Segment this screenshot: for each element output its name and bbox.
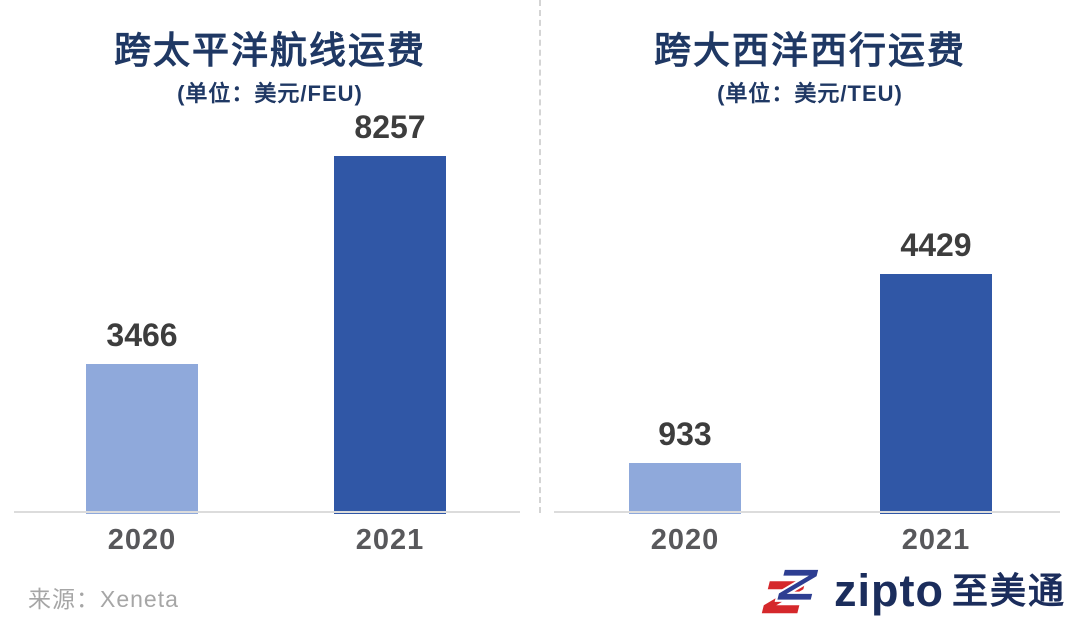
chart-unit-subtitle: (单位：美元/TEU) <box>717 81 903 106</box>
source-note: 来源：Xeneta <box>28 586 179 612</box>
bar-value-label: 4429 <box>900 227 972 263</box>
x-axis-line <box>554 511 1060 513</box>
chart-panel-transatlantic: 跨大西洋西行运费 (单位：美元/TEU) 933 4429 2020 2021 <box>540 0 1080 626</box>
plot-area: 933 4429 <box>540 0 1080 514</box>
plot-area: 3466 8257 <box>0 0 540 514</box>
bar-2020 <box>629 463 741 514</box>
bar-2021 <box>334 156 446 514</box>
x-axis-label: 2021 <box>901 524 971 556</box>
bar-2021 <box>880 274 992 514</box>
brand-wordmark: zipto <box>834 565 944 616</box>
brand-chinese-name: 至美通 <box>951 570 1066 611</box>
zipto-logo-icon <box>760 566 824 616</box>
panel-divider <box>539 0 541 513</box>
chart-title: 跨大西洋西行运费 <box>654 30 966 71</box>
chart-title: 跨太平洋航线运费 <box>114 30 426 71</box>
bar-value-label: 3466 <box>106 317 178 353</box>
x-axis-label: 2021 <box>355 524 425 556</box>
chart-panel-transpacific: 跨太平洋航线运费 (单位：美元/FEU) 3466 8257 2020 2021 <box>0 0 540 556</box>
bar-value-label: 8257 <box>354 109 426 145</box>
x-axis-line <box>14 511 520 513</box>
brand-lockup: zipto 至美通 <box>760 563 1066 619</box>
x-axis-label: 2020 <box>107 524 177 556</box>
bar-value-label: 933 <box>658 416 712 452</box>
x-axis-label: 2020 <box>650 524 720 556</box>
bar-2020 <box>86 364 198 514</box>
chart-unit-subtitle: (单位：美元/FEU) <box>177 81 363 106</box>
